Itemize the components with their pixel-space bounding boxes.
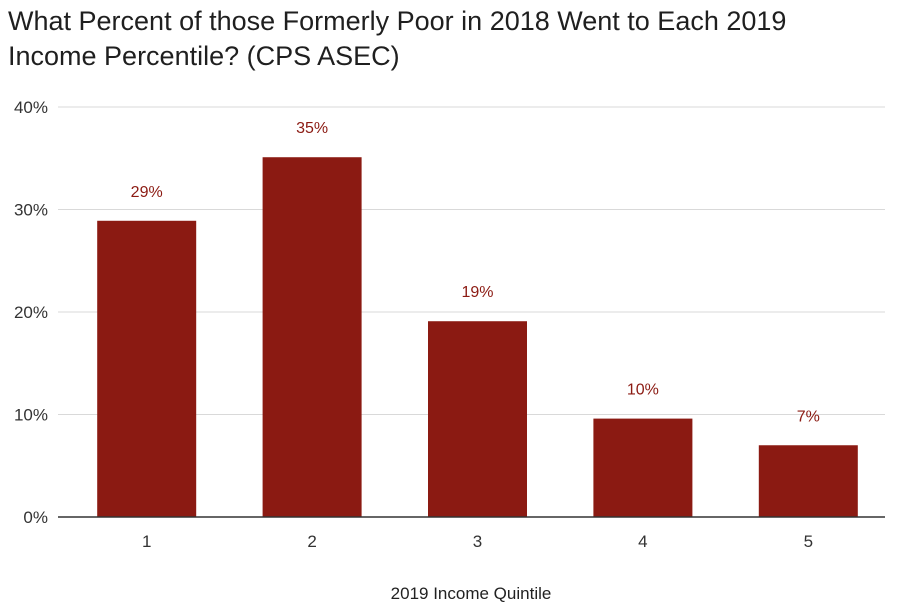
bar-series <box>97 157 858 517</box>
x-tick-label: 1 <box>142 532 151 551</box>
x-tick-label: 2 <box>307 532 316 551</box>
bar <box>428 321 527 517</box>
y-tick-label: 10% <box>14 406 48 425</box>
x-tick-label: 5 <box>804 532 813 551</box>
bar <box>593 418 693 517</box>
bar <box>758 445 858 517</box>
data-label: 10% <box>627 382 659 399</box>
y-tick-label: 0% <box>23 508 48 527</box>
bar <box>262 157 362 517</box>
y-tick-label: 40% <box>14 98 48 117</box>
y-tick-label: 30% <box>14 201 48 220</box>
x-axis-tick-labels: 1 2 3 4 5 <box>142 532 813 551</box>
y-tick-label: 20% <box>14 303 48 322</box>
data-label: 19% <box>461 284 493 301</box>
data-label: 29% <box>131 184 163 201</box>
bar <box>97 220 197 517</box>
x-axis-title: 2019 Income Quintile <box>391 584 552 603</box>
chart-title-line-1: What Percent of those Formerly Poor in 2… <box>8 6 786 36</box>
data-label: 35% <box>296 120 328 137</box>
data-labels: 29% 35% 19% 10% 7% <box>131 120 820 425</box>
x-tick-label: 4 <box>638 532 647 551</box>
x-tick-label: 3 <box>473 532 482 551</box>
chart-title-line-2: Income Percentile? (CPS ASEC) <box>8 41 400 71</box>
y-axis-tick-labels: 0% 10% 20% 30% 40% <box>14 98 48 527</box>
data-label: 7% <box>797 408 820 425</box>
